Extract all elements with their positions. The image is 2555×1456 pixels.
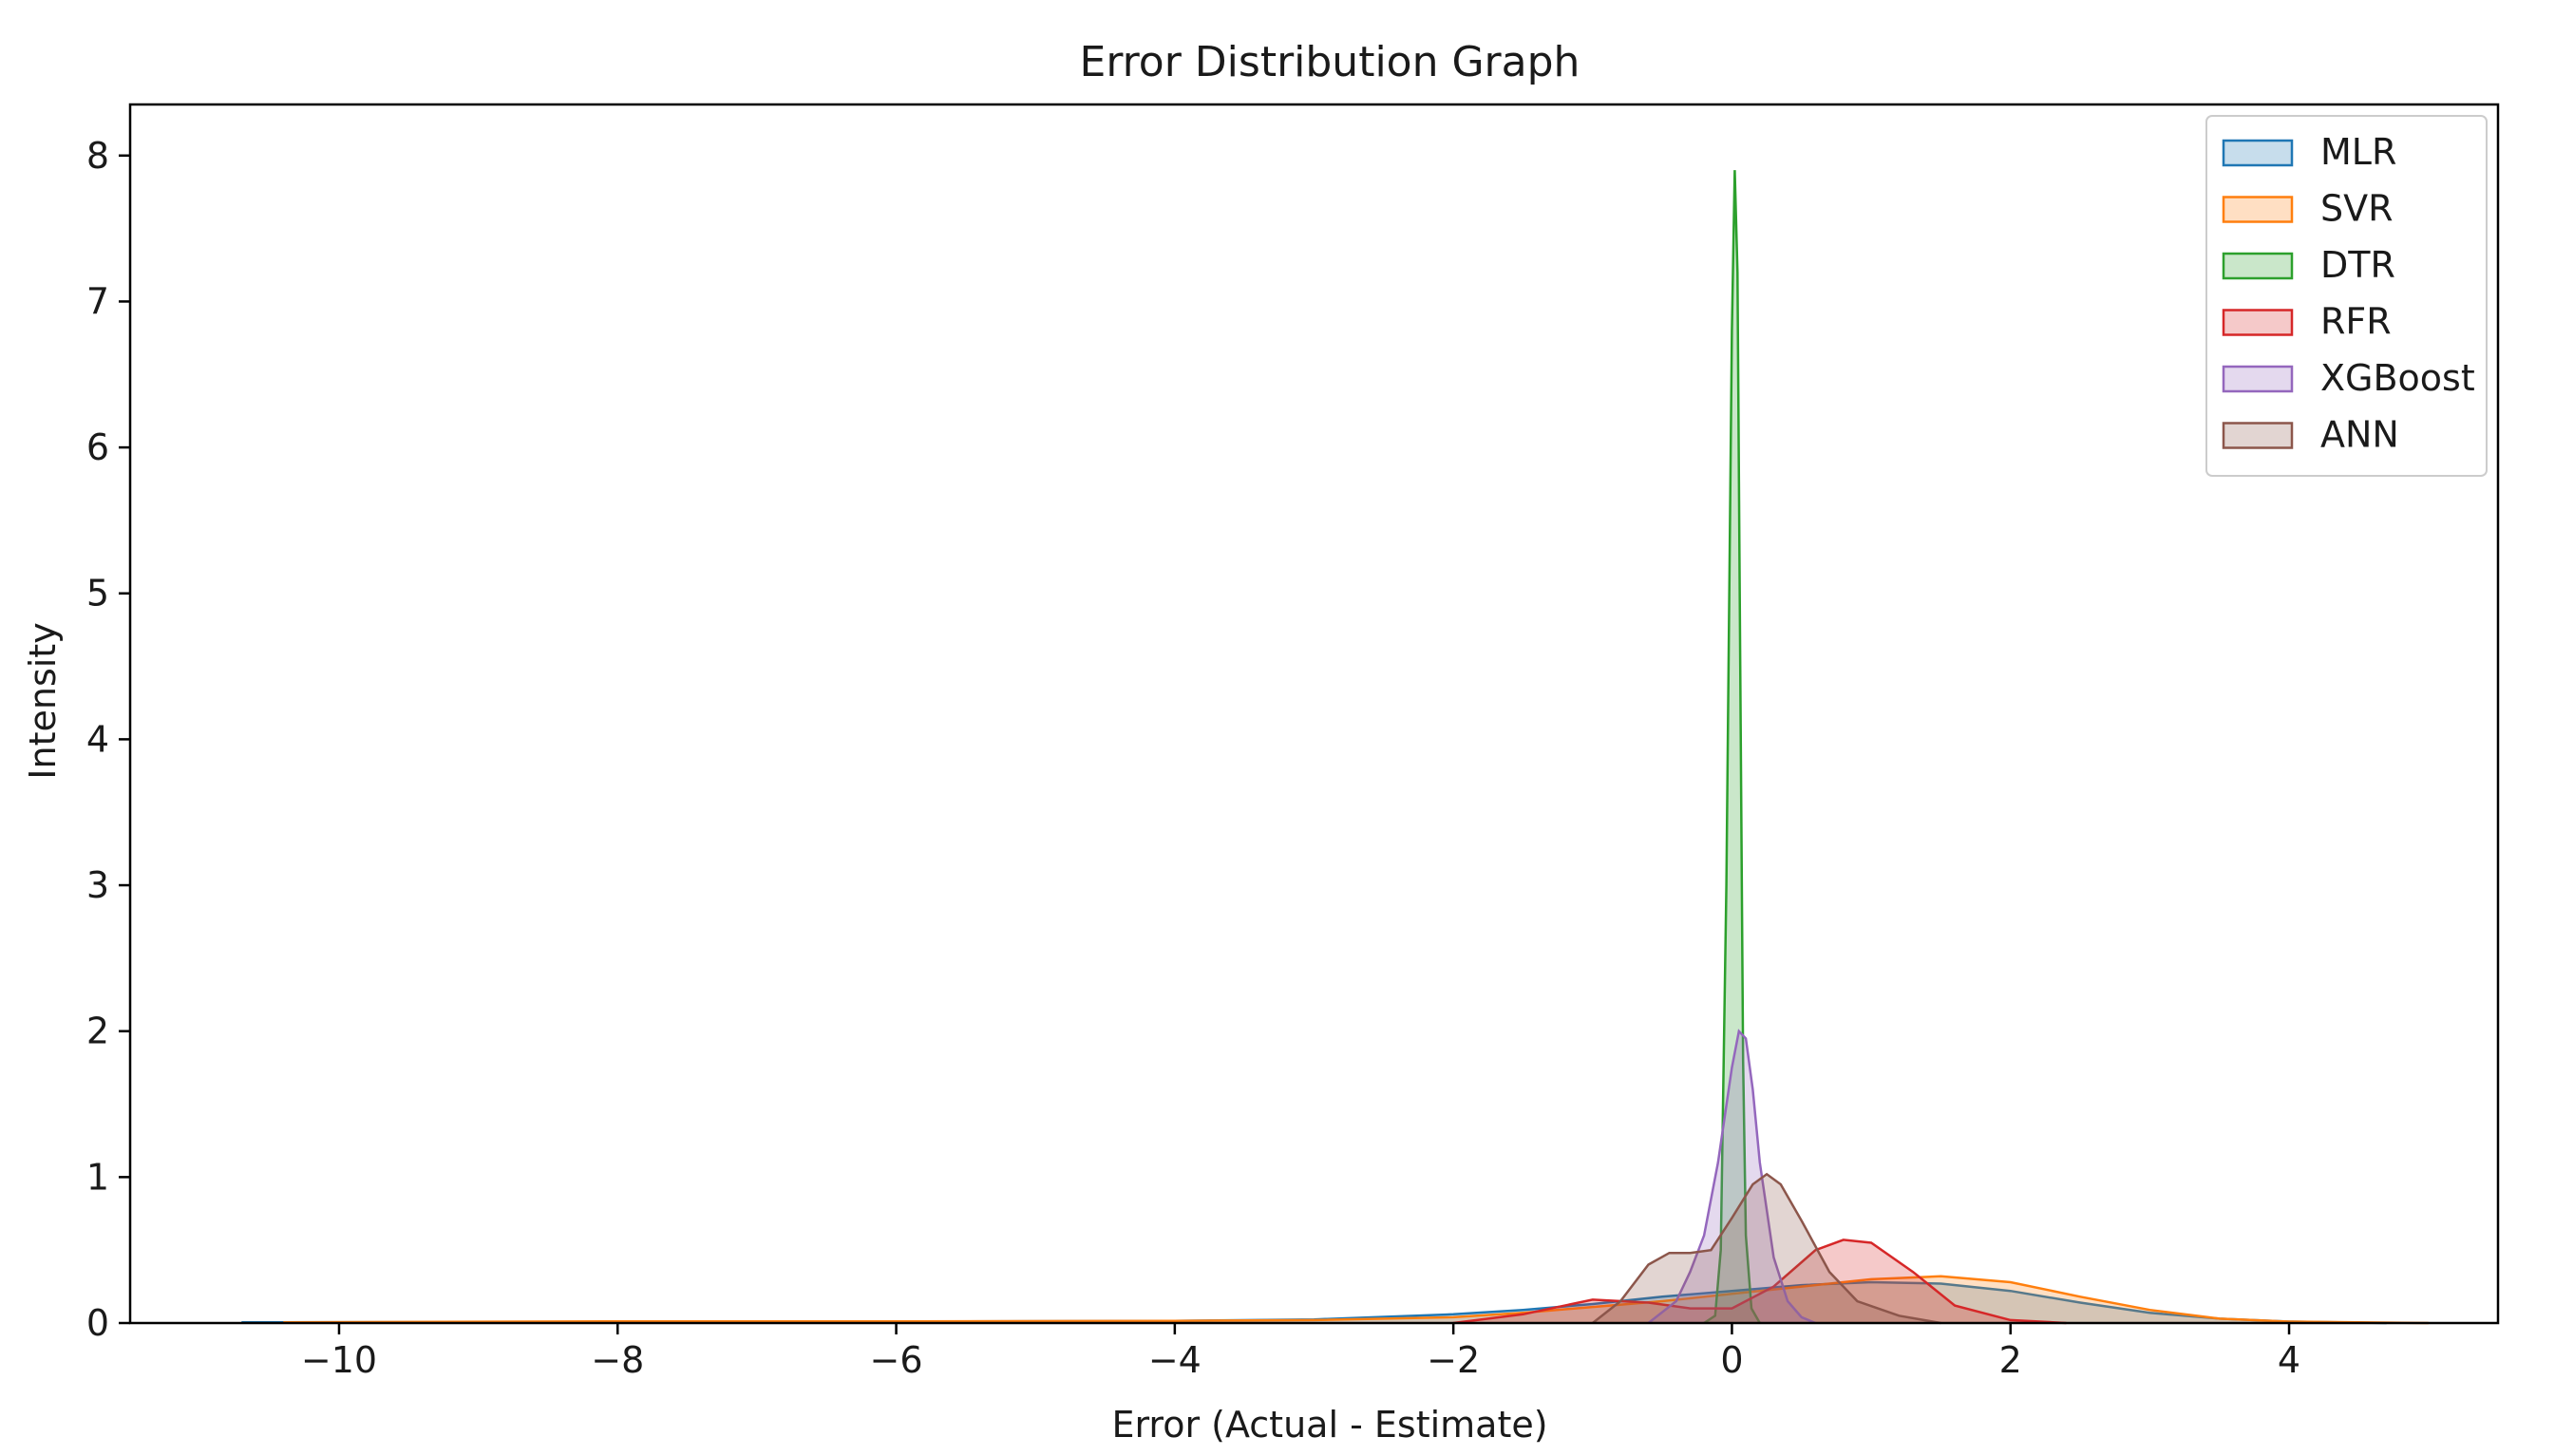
legend-label: ANN xyxy=(2320,414,2399,456)
ticks-layer: −10 −8 −6 −4 −2 0 2 4 0 1 2 3 4 5 6 7 8 xyxy=(86,135,2300,1381)
legend-box xyxy=(2205,115,2488,477)
y-tick-label: 4 xyxy=(86,718,109,760)
series-area-ann xyxy=(1592,1174,1941,1323)
series-line-ann xyxy=(1592,1172,1941,1325)
y-tick-label: 2 xyxy=(86,1011,109,1052)
legend-swatch xyxy=(2222,365,2294,393)
x-axis-label: Error (Actual - Estimate) xyxy=(1111,1404,1547,1446)
series-area-dtr xyxy=(1704,170,1760,1324)
x-tick-label: −8 xyxy=(591,1339,644,1381)
y-tick-label: 7 xyxy=(86,280,109,322)
series-line-rfr xyxy=(1452,1239,2067,1325)
series-area-xgboost xyxy=(1648,1031,1816,1323)
legend: MLR SVR DTR RFR XGBoost ANN xyxy=(2205,115,2488,477)
series-layer xyxy=(241,170,2429,1325)
y-tick-label: 3 xyxy=(86,864,109,906)
y-tick-label: 1 xyxy=(86,1156,109,1198)
legend-label: XGBoost xyxy=(2320,357,2475,399)
legend-swatch xyxy=(2222,139,2294,167)
y-tick-label: 0 xyxy=(86,1302,109,1344)
y-tick-label: 6 xyxy=(86,426,109,468)
x-tick-label: −4 xyxy=(1148,1339,1202,1381)
y-tick-label: 5 xyxy=(86,573,109,615)
legend-swatch xyxy=(2222,422,2294,449)
series-line-svr xyxy=(283,1275,2429,1325)
series-area-rfr xyxy=(1453,1239,2067,1323)
x-tick-label: 4 xyxy=(2278,1339,2300,1381)
y-tick-label: 8 xyxy=(86,135,109,177)
plot-frame xyxy=(128,103,2500,1325)
legend-label: DTR xyxy=(2320,244,2395,286)
x-tick-label: 2 xyxy=(1999,1339,2022,1381)
legend-label: RFR xyxy=(2320,301,2392,343)
chart-title: Error Distribution Graph xyxy=(1080,38,1580,86)
legend-label: SVR xyxy=(2320,188,2394,230)
legend-swatch xyxy=(2222,196,2294,223)
x-tick-label: −6 xyxy=(870,1339,923,1381)
y-axis-label: Intensity xyxy=(22,622,64,779)
legend-swatch xyxy=(2222,309,2294,336)
x-tick-label: −10 xyxy=(301,1339,377,1381)
x-tick-label: −2 xyxy=(1427,1339,1480,1381)
series-line-dtr xyxy=(1703,170,1761,1325)
series-line-xgboost xyxy=(1647,1029,1816,1325)
legend-swatch xyxy=(2222,252,2294,280)
legend-label: MLR xyxy=(2320,131,2396,173)
x-tick-label: 0 xyxy=(1720,1339,1743,1381)
series-area-svr xyxy=(283,1276,2429,1323)
